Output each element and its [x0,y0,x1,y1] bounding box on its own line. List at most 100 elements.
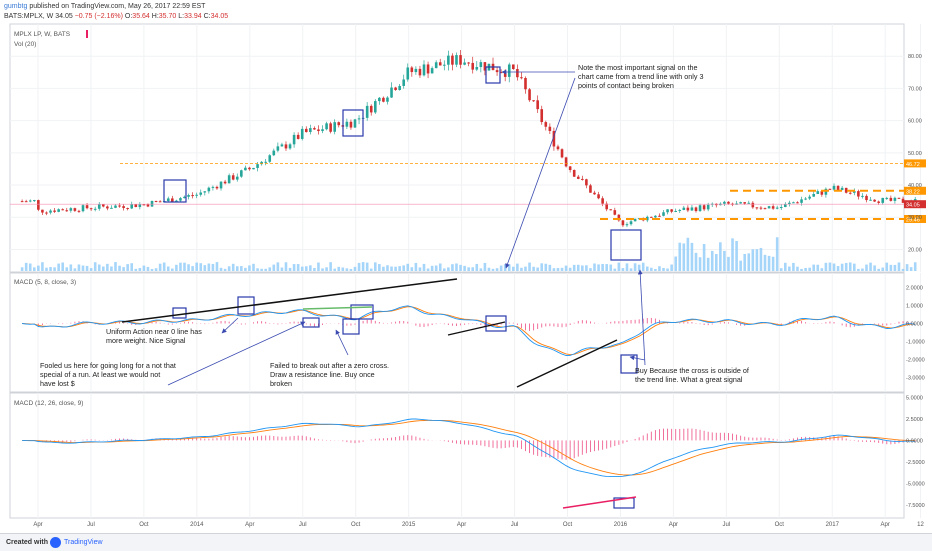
author-link[interactable]: gumbtg [4,3,28,10]
chart-canvas[interactable]: 34.05 46.72 38.22 29.46 Apr Jul Oct 2014 Apr Jul… [0,0,932,533]
volume-bar [844,262,848,271]
volume-bar [621,268,625,271]
macd-slow-legend: MACD (12, 26, close, 9) [14,400,83,407]
candle-body [211,186,215,188]
volume-bar [516,263,519,271]
volume-bar [260,268,263,271]
annotation-fooled: Fooled us here for going long for a not … [40,361,176,370]
candle-body [804,198,807,200]
candle-body [313,128,316,130]
highlight-box [610,229,642,261]
candle-body [24,201,28,203]
candle-body [353,119,357,128]
candle-body [743,202,747,204]
volume-bar [544,263,548,271]
macd-fast-tick-label: 0.0000 [906,321,923,327]
volume-bar [751,249,755,271]
x-tick-label: 2016 [614,522,628,528]
candle-body [568,166,572,171]
volume-bar [329,262,332,271]
candle-body [609,209,613,211]
low-label: L: [178,13,185,20]
candle-body [690,207,694,211]
last-price-tag [904,200,926,209]
volume-bar [292,264,296,271]
candle-body [865,195,868,201]
annotation-arrow [167,321,306,386]
candle-body [767,206,771,209]
candle-body [378,97,381,102]
candle-body [207,187,211,192]
candle-body [77,210,81,212]
macd-fast-series [22,305,916,356]
candle-body [114,205,117,208]
macd-fast-tick-label: 2.0000 [906,285,923,291]
volume-bar [126,264,129,271]
volume-bar [690,242,694,271]
candle-body [325,123,328,130]
candle-body [784,204,787,208]
volume-bar [755,249,759,271]
candle-body [572,170,576,177]
annotation-buy-signal: Buy Because the cross is outside of [635,366,749,375]
candle-body [451,55,454,65]
candle-body [686,207,690,211]
volume-bar [276,262,280,271]
candle-body [528,89,531,101]
volume-bar [536,267,539,271]
annotation-trendline-note: Note the most important signal on the [578,63,697,72]
candle-body [576,176,580,179]
candle-body [694,207,698,212]
candle-body [337,122,341,126]
candle-body [97,204,101,209]
candle-body [532,100,535,102]
candle-body [885,197,889,199]
symbol-price: BATS:MPLX, W 34.05 [4,13,73,20]
volume-bar [114,262,117,271]
volume-bar [443,268,446,271]
volume-bar [889,264,893,271]
volume-bar [341,267,345,271]
candle-body [102,204,105,207]
candle-body [430,68,434,74]
candle-body [284,144,288,149]
volume-bar [564,265,568,271]
volume-bar [85,265,89,271]
volume-bar [32,267,36,271]
candle-body [365,105,369,118]
volume-bar [219,267,223,271]
volume-bar [905,264,909,271]
candle-body [629,221,633,225]
volume-bar [881,267,885,271]
candle-body [759,207,763,209]
volume-bar [593,263,596,271]
candle-body [727,201,730,204]
candle-body [414,68,418,73]
volume-bar [479,268,483,271]
candle-body [69,208,73,211]
candle-body [556,146,560,150]
volume-bar [585,265,588,271]
candle-body [171,198,174,203]
volume-bar [345,268,349,271]
candle-body [503,72,507,77]
candle-body [869,199,872,201]
volume-bar [820,268,824,271]
volume-bar [325,267,328,271]
price-panel[interactable] [9,23,905,273]
volume-bar [743,253,747,271]
candle-body [560,149,564,158]
price-tick-label: 20.00 [908,247,922,253]
candle-body [146,204,150,207]
annotation-arrow [221,317,239,334]
volume-bar [422,263,426,271]
candle-body [495,70,499,73]
volume-bar [146,266,150,271]
candle-body [901,198,905,203]
volume-bar [893,264,897,271]
macd-slow-panel[interactable] [9,392,905,519]
volume-bar [166,266,170,271]
volume-bar [195,262,198,271]
candle-body [438,62,442,66]
tradingview-brand[interactable]: TradingView [64,539,103,546]
